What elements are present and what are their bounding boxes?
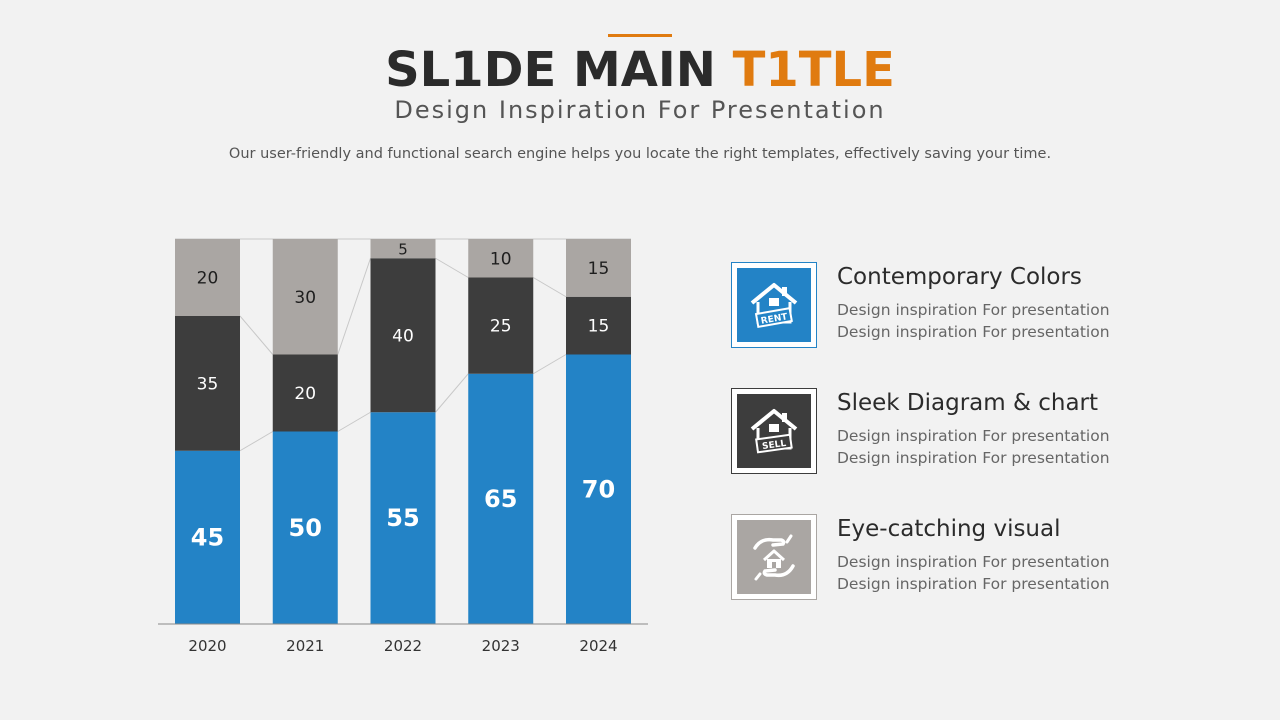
bar-segment-2023-series-1 <box>468 373 534 624</box>
connector-line-3-1 <box>435 373 469 413</box>
bar-value-label-2021-series-2: 20 <box>294 384 316 404</box>
x-tick-label-2021: 2021 <box>286 637 324 655</box>
feature-item-sleek-diagram: SELL Sleek Diagram & chart Design inspir… <box>731 388 1251 476</box>
bar-segment-2021-series-1 <box>272 431 338 624</box>
feature-icon-box: RENT <box>731 262 817 348</box>
feature-title: Contemporary Colors <box>837 264 1082 290</box>
feature-title: Sleek Diagram & chart <box>837 390 1099 416</box>
bar-value-label-2022-series-3: 5 <box>398 241 408 259</box>
bar-value-label-2020-series-2: 35 <box>197 374 219 394</box>
x-tick-label-2023: 2023 <box>482 637 520 655</box>
bar-segment-2020-series-1 <box>175 450 240 624</box>
feature-description-line-2: Design inspiration For presentation <box>837 323 1110 341</box>
connector-line-2-1 <box>337 411 371 432</box>
house-rent-icon: RENT <box>750 283 798 329</box>
bar-value-label-2021-series-1: 50 <box>289 514 322 542</box>
bar-segment-2024-series-1 <box>566 354 631 624</box>
bar-value-label-2024-series-1: 70 <box>582 475 615 503</box>
rent-sign-text: RENT <box>760 312 789 327</box>
bar-value-label-2020-series-3: 20 <box>197 269 219 289</box>
feature-description-line-1: Design inspiration For presentation <box>837 301 1110 319</box>
feature-icon-box <box>731 514 817 600</box>
bar-value-label-2020-series-1: 45 <box>191 523 224 551</box>
icon-tile: RENT <box>737 268 811 342</box>
bar-value-label-2024-series-2: 15 <box>588 317 610 337</box>
title-accent-line <box>608 34 672 37</box>
feature-item-eye-catching-visual: Eye-catching visual Design inspiration F… <box>731 514 1251 602</box>
x-tick-label-2024: 2024 <box>579 637 617 655</box>
slide-description: Our user-friendly and functional search … <box>228 146 1052 162</box>
title-highlight: T1TLE <box>732 42 895 98</box>
connector-line-2-2 <box>337 258 371 355</box>
bar-segment-2021-series-2 <box>272 354 338 432</box>
bar-segment-2022-series-2 <box>370 258 436 413</box>
feature-description-line-2: Design inspiration For presentation <box>837 449 1110 467</box>
bar-segment-2020-series-3 <box>175 239 240 316</box>
feature-list: RENT Contemporary Colors Design inspirat… <box>731 262 1251 640</box>
bar-value-label-2022-series-2: 40 <box>392 326 414 346</box>
slide-title: SL1DE MAIN T1TLE <box>0 40 1280 100</box>
bar-segment-2024-series-2 <box>566 296 631 355</box>
connector-line-4-1 <box>532 354 567 375</box>
bar-value-label-2024-series-3: 15 <box>588 259 610 279</box>
chart-bars: 45 35 20 50 20 30 55 40 5 65 25 10 70 15 15 <box>175 239 631 624</box>
bar-value-label-2022-series-1: 55 <box>386 504 419 532</box>
bar-segment-2021-series-3 <box>272 239 338 355</box>
feature-item-contemporary-colors: RENT Contemporary Colors Design inspirat… <box>731 262 1251 350</box>
connector-line-3-2 <box>435 257 469 278</box>
bar-segment-2022-series-3 <box>370 239 436 259</box>
bar-value-label-2021-series-3: 30 <box>294 288 316 308</box>
feature-description-line-1: Design inspiration For presentation <box>837 553 1110 571</box>
bar-value-label-2023-series-3: 10 <box>490 249 512 269</box>
feature-icon-box: SELL <box>731 388 817 474</box>
bar-segment-2023-series-3 <box>468 239 534 278</box>
x-tick-label-2022: 2022 <box>384 637 422 655</box>
bar-segment-2023-series-2 <box>468 277 534 374</box>
slide-subtitle: Design Inspiration For Presentation <box>394 96 886 124</box>
x-tick-label-2020: 2020 <box>188 637 226 655</box>
bar-segment-2024-series-3 <box>566 239 631 297</box>
feature-title: Eye-catching visual <box>837 516 1061 542</box>
x-axis-ticks: 2020 2021 2022 2023 2024 <box>188 637 617 655</box>
connector-line-1-2 <box>239 315 274 355</box>
house-sell-icon: SELL <box>750 409 798 454</box>
sell-sign-text: SELL <box>762 439 788 452</box>
bar-value-label-2023-series-2: 25 <box>490 317 512 337</box>
bar-segment-2022-series-1 <box>370 412 436 624</box>
feature-description-line-2: Design inspiration For presentation <box>837 575 1110 593</box>
title-main: SL1DE MAIN <box>385 42 733 98</box>
bar-value-label-2023-series-1: 65 <box>484 485 517 513</box>
bar-segment-2020-series-2 <box>175 316 240 451</box>
icon-tile: SELL <box>737 394 811 468</box>
house-hands-icon <box>753 534 795 581</box>
connector-line-1-1 <box>239 431 274 452</box>
icon-tile <box>737 520 811 594</box>
feature-description-line-1: Design inspiration For presentation <box>837 427 1110 445</box>
connector-line-4-2 <box>532 277 567 298</box>
